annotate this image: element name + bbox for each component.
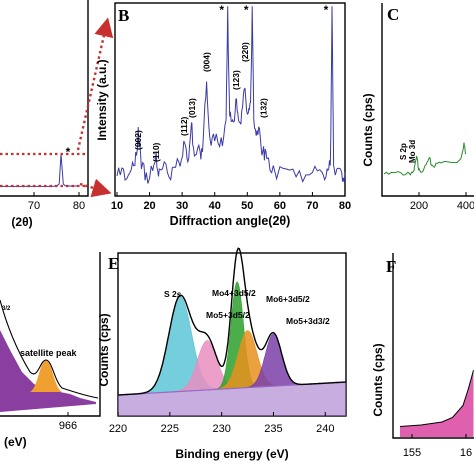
panel-b: B Intensity (a.u.) 10 20 30 40 50 60 70 80 (002… xyxy=(95,2,351,228)
panel-a-star-annotation: * xyxy=(66,145,71,159)
zoom-arrow-bottom xyxy=(79,178,112,198)
panel-b-peak-label: (132) xyxy=(259,98,269,118)
panel-f-tick-label: 155 xyxy=(403,447,421,459)
panel-d-satellite-label: satellite peak xyxy=(20,348,78,358)
panel-d-envelope xyxy=(0,299,99,399)
panel-c-peak-label: Mo 3d xyxy=(408,140,417,163)
panel-e-ylabel: Counts (cps) xyxy=(97,313,111,386)
panel-e-component-label: Mo6+3d5/2 xyxy=(266,294,310,304)
panel-a-tick-label: 80 xyxy=(73,200,85,212)
panel-d: satellite peak 3/2 966 (eV) xyxy=(0,252,101,449)
panel-e-tick-label: 240 xyxy=(316,423,334,435)
panel-d-subscript-label: 3/2 xyxy=(2,306,11,312)
panel-f: F Counts (cps) 155 16 xyxy=(371,253,474,459)
panel-c-ylabel: Counts (cps) xyxy=(361,93,375,166)
panel-b-peak-label: (123) xyxy=(231,70,241,90)
panel-a-xlabel: (2θ) xyxy=(11,215,32,229)
panel-b-tick-label: 40 xyxy=(209,200,221,212)
panel-b-peak-label: (002) xyxy=(133,130,143,150)
panel-e-component-label: S 2s xyxy=(164,289,182,299)
panel-c-series-line xyxy=(383,142,467,176)
panel-e-envelope xyxy=(117,247,347,396)
panel-b-tick-label: 60 xyxy=(274,200,286,212)
panel-b-frame xyxy=(114,2,346,197)
panel-a-zoom-box xyxy=(0,152,86,188)
panel-b-ticks: 10 20 30 40 50 60 70 80 xyxy=(111,192,351,212)
panel-b-xlabel: Diffraction angle(2θ) xyxy=(170,214,291,228)
panel-b-star-labels: * * * xyxy=(219,3,328,17)
panel-b-ylabel: Intensity (a.u.) xyxy=(95,59,109,140)
panel-e-tick-label: 235 xyxy=(264,423,282,435)
panel-e-xlabel: Binding energy (eV) xyxy=(175,447,288,461)
panel-b-tick-label: 80 xyxy=(339,200,351,212)
panel-a: 70 80 (2θ) * xyxy=(0,0,89,229)
panel-e-tick-label: 220 xyxy=(109,423,127,435)
panel-b-star: * xyxy=(324,3,329,17)
panel-e-component-label: Mo5+3d5/2 xyxy=(206,310,250,320)
zoom-arrows xyxy=(76,17,114,198)
panel-b-peak-labels: (002) (110) (112)(013) (004) (123) (220) (132) xyxy=(133,42,268,162)
panel-b-peak-label: (013) xyxy=(187,98,197,118)
panel-c-label: C xyxy=(387,5,399,24)
panel-a-axes xyxy=(0,0,89,197)
panel-e-label: E xyxy=(108,254,119,273)
panel-e-component-label: Mo4+3d5/2 xyxy=(212,288,256,298)
panel-c-tick-label: 400 xyxy=(457,200,474,212)
panel-b-tick-label: 70 xyxy=(306,200,318,212)
panel-e-component-labels: S 2s Mo5+3d5/2 Mo4+3d5/2 Mo6+3d5/2 Mo5+3d3/2 xyxy=(164,288,330,326)
panel-a-tick-label: 70 xyxy=(28,200,40,212)
panel-b-label: B xyxy=(118,6,129,25)
panel-f-tick-label: 16 xyxy=(460,447,472,459)
panel-b-star: * xyxy=(219,3,224,17)
panel-d-orange-fill xyxy=(30,360,62,392)
panel-b-tick-label: 10 xyxy=(111,200,123,212)
panel-c-axes xyxy=(381,3,474,197)
panel-b-tick-label: 20 xyxy=(143,200,155,212)
panel-f-ylabel: Counts (cps) xyxy=(371,343,385,416)
panel-b-star: * xyxy=(244,3,249,17)
panel-e-tick-label: 230 xyxy=(212,423,230,435)
panel-f-label: F xyxy=(386,257,396,276)
panel-b-peak-label: (004) xyxy=(202,52,212,72)
panel-e: E Counts (cps) S 2s Mo5+3d5/2 Mo4+3d5/2 Mo6… xyxy=(97,247,347,461)
panel-d-purple-fill xyxy=(0,330,96,412)
panel-e-ticks: 220 225 230 235 240 xyxy=(109,412,334,435)
panel-b-tick-label: 30 xyxy=(176,200,188,212)
panel-f-envelope xyxy=(399,370,474,427)
panel-d-axes xyxy=(0,252,101,417)
panel-e-tick-label: 225 xyxy=(161,423,179,435)
panel-d-tick-label: 966 xyxy=(59,420,77,432)
panel-f-pink-fill xyxy=(400,370,474,437)
panel-c-peak-label: S 2p xyxy=(399,143,408,160)
panel-b-peak-label: (220) xyxy=(240,42,250,62)
panel-b-peak-label: (112) xyxy=(179,116,189,136)
panel-b-tick-label: 50 xyxy=(241,200,253,212)
panel-b-peak-label: (110) xyxy=(151,142,161,162)
panel-d-xlabel: (eV) xyxy=(4,435,27,449)
panel-f-axes xyxy=(392,253,474,439)
panel-e-background-fill xyxy=(118,382,346,416)
panel-b-series-line xyxy=(116,6,346,184)
panel-c-tick-label: 200 xyxy=(410,200,428,212)
panel-e-component-label: Mo5+3d3/2 xyxy=(286,316,330,326)
panel-c: C Counts (cps) 200 400 S 2p Mo 3d xyxy=(361,3,474,212)
